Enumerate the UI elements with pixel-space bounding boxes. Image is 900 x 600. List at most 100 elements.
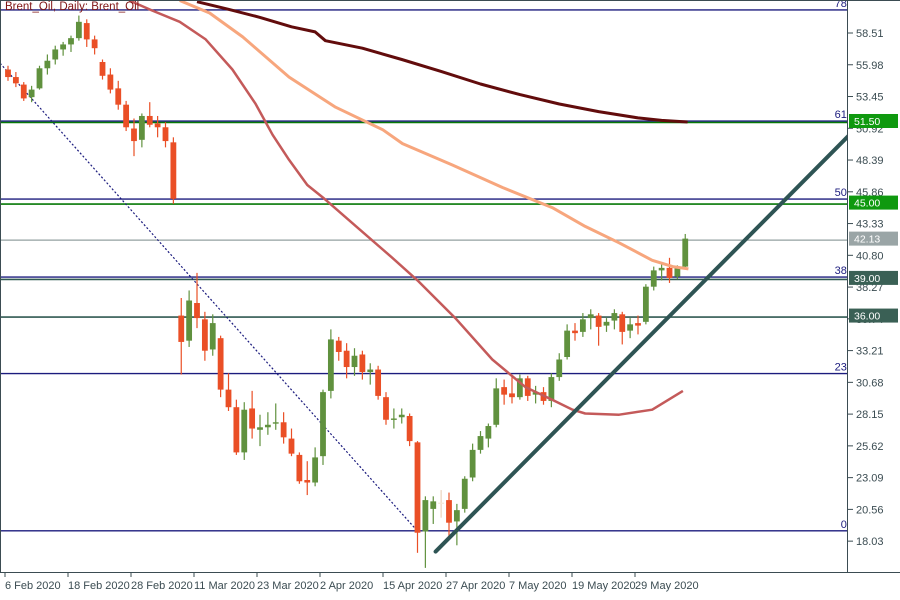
candle-body	[91, 39, 98, 49]
candle	[682, 233, 689, 268]
candle-body	[241, 409, 248, 453]
candle-body	[532, 392, 539, 395]
candle	[241, 402, 248, 460]
ma-dark-red[interactable]	[196, 0, 688, 124]
candle-body	[587, 314, 594, 319]
candle-body	[249, 408, 256, 429]
candle-body	[406, 415, 413, 442]
candle	[312, 447, 319, 487]
candle-body	[619, 314, 626, 332]
candle	[453, 503, 460, 546]
candle	[123, 100, 130, 132]
candle-body	[178, 315, 185, 342]
candle	[186, 290, 193, 347]
date-tick-label: 6 Feb 2020	[5, 580, 61, 592]
descending-trendline[interactable]	[0, 62, 419, 533]
candle	[367, 363, 374, 385]
candle	[107, 68, 114, 94]
candle-body	[123, 104, 130, 128]
candle-body	[138, 115, 145, 140]
candle	[351, 348, 358, 376]
candle-body	[658, 267, 665, 271]
candle	[548, 373, 555, 408]
price-tick-label: 20.56	[856, 504, 884, 516]
candle-body	[68, 38, 74, 45]
candle	[650, 266, 657, 291]
ascending-trendline[interactable]	[433, 134, 851, 554]
candle	[12, 72, 19, 88]
candle	[249, 390, 256, 439]
candle-body	[422, 500, 429, 532]
ma-red[interactable]	[128, 0, 684, 416]
candle	[556, 353, 563, 381]
candle-body	[288, 438, 295, 454]
candle	[225, 373, 232, 411]
candle-body	[611, 313, 618, 321]
candle	[627, 318, 634, 339]
candle	[146, 102, 153, 128]
candle	[335, 336, 342, 361]
candle	[115, 80, 122, 110]
candle-body	[493, 388, 500, 425]
date-tick-label: 2 Apr 2020	[320, 580, 373, 592]
candle-body	[12, 77, 19, 84]
candle-body	[509, 393, 515, 398]
candle-body	[186, 300, 193, 341]
candle	[52, 45, 59, 65]
candle	[579, 313, 586, 337]
candle	[257, 414, 263, 447]
candle	[68, 35, 74, 52]
price-tick-label: 28.15	[856, 409, 884, 421]
candle	[264, 412, 271, 435]
candle-body	[398, 414, 405, 418]
price-tick-label: 38.27	[856, 282, 884, 294]
candle	[390, 408, 397, 429]
candle	[272, 403, 279, 430]
date-tick-label: 23 Mar 2020	[257, 580, 319, 592]
candle-body	[359, 354, 366, 373]
candle	[359, 350, 366, 380]
candle-body	[320, 392, 326, 457]
price-level-badge-label: 45.00	[854, 198, 880, 210]
candle	[611, 309, 618, 330]
date-tick-label: 29 May 2020	[635, 580, 699, 592]
price-level-badge-label: 36.00	[854, 311, 880, 323]
candle	[603, 318, 610, 332]
candle	[217, 335, 224, 398]
candle-body	[99, 61, 106, 76]
candle	[398, 408, 405, 424]
candle-body	[52, 49, 59, 60]
candle-body	[390, 418, 397, 420]
candle	[154, 115, 161, 138]
candle-body	[383, 397, 389, 420]
date-tick-label: 19 May 2020	[572, 580, 636, 592]
candle-body	[650, 270, 657, 287]
candle-body	[75, 21, 82, 39]
candle-body	[327, 339, 334, 391]
price-level-badge	[849, 270, 898, 285]
candle-body	[351, 355, 358, 368]
candle-body	[162, 127, 169, 142]
candle-body	[107, 74, 114, 90]
price-tick-label: 25.62	[856, 441, 884, 453]
candle	[60, 41, 67, 56]
candle	[75, 15, 82, 41]
candle	[595, 313, 602, 346]
date-tick-label: 28 Feb 2020	[131, 580, 193, 592]
candle	[469, 443, 476, 482]
candle-body	[627, 324, 634, 331]
candle	[288, 428, 295, 457]
candle-body	[28, 89, 35, 98]
candle-body	[446, 500, 452, 523]
candle	[20, 82, 27, 101]
ma-orange[interactable]	[179, 0, 689, 271]
candle	[178, 297, 185, 375]
price-tick-label: 18.03	[856, 536, 884, 548]
chart-title: Brent_Oil, Daily: Brent_Oil	[5, 1, 139, 13]
candle-body	[548, 377, 555, 401]
candle	[635, 315, 641, 335]
candle	[485, 423, 492, 448]
price-tick-label: 33.21	[856, 346, 884, 358]
candle	[201, 311, 208, 361]
